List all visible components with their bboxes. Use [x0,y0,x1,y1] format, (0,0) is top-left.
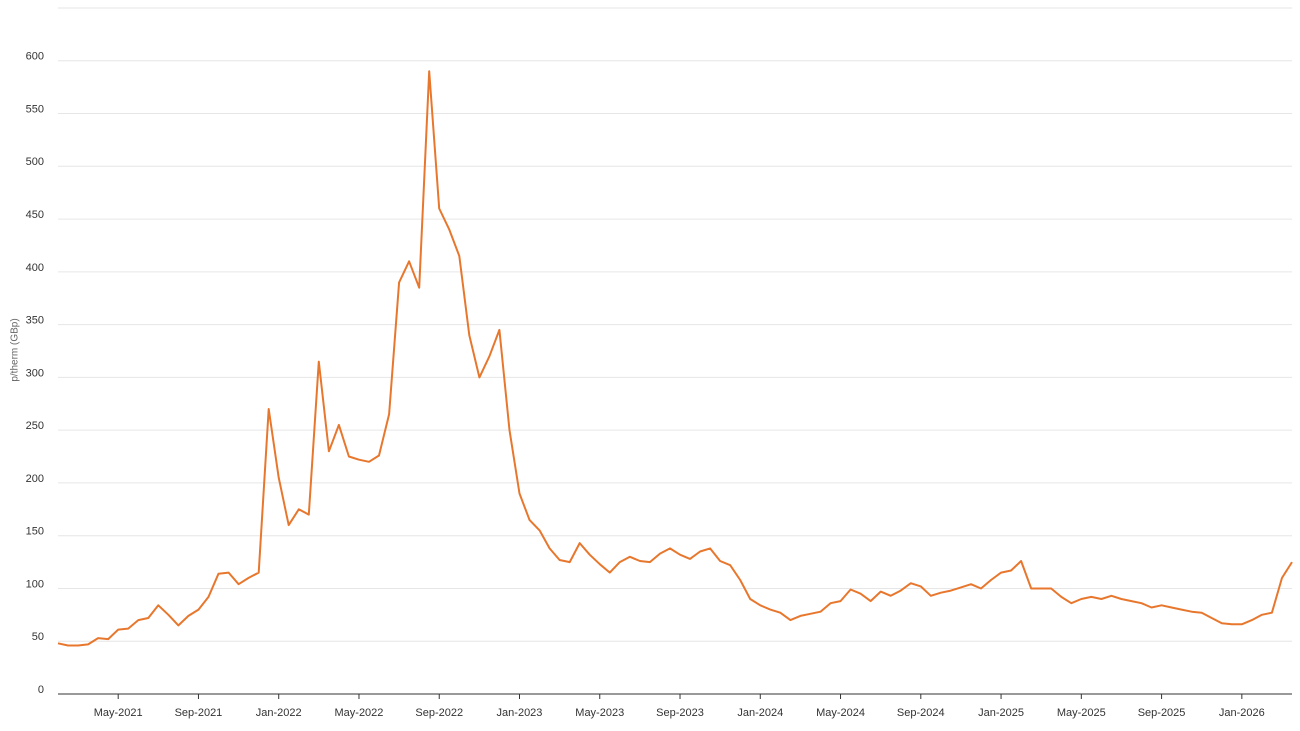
y-tick-label: 100 [26,578,44,590]
x-tick-label: Jan-2026 [1219,707,1265,719]
y-tick-label: 450 [26,209,44,221]
x-tick-label: May-2025 [1057,707,1106,719]
y-tick-label: 350 [26,315,44,327]
y-tick-label: 500 [26,156,44,168]
y-tick-label: 400 [26,262,44,274]
x-tick-label: Jan-2025 [978,707,1024,719]
x-tick-label: May-2022 [335,707,384,719]
x-tick-label: Jan-2023 [497,707,543,719]
x-tick-label: May-2021 [94,707,143,719]
y-tick-label: 200 [26,473,44,485]
y-tick-label: 150 [26,526,44,538]
y-tick-label: 600 [26,51,44,63]
x-tick-label: Sep-2021 [175,707,223,719]
x-tick-label: Sep-2025 [1138,707,1186,719]
x-tick-label: Sep-2024 [897,707,945,719]
x-tick-label: May-2023 [575,707,624,719]
y-tick-label: 250 [26,420,44,432]
y-tick-label: 0 [38,684,44,696]
x-tick-label: Jan-2024 [737,707,783,719]
y-tick-label: 300 [26,367,44,379]
x-tick-label: May-2024 [816,707,865,719]
y-tick-label: 550 [26,103,44,115]
x-tick-label: Jan-2022 [256,707,302,719]
price-line [57,70,1293,647]
x-tick-label: Sep-2022 [415,707,463,719]
y-axis-label: p/therm (GBp) [10,318,21,381]
x-tick-label: Sep-2023 [656,707,704,719]
y-tick-label: 50 [32,631,44,643]
